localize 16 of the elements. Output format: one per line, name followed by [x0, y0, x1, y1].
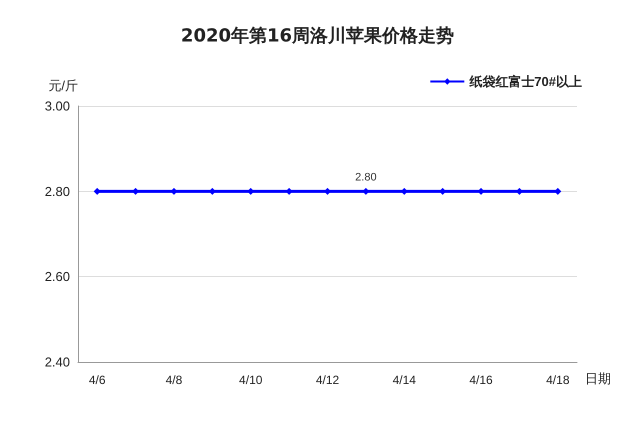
x-tick-label: 4/18: [546, 373, 570, 387]
x-tick-label: 4/10: [239, 373, 263, 387]
y-tick-label: 2.80: [44, 184, 70, 199]
chart-title: 2020年第16周洛川苹果价格走势: [180, 26, 454, 46]
x-axis-title: 日期: [585, 371, 611, 386]
x-tick-label: 4/16: [469, 373, 494, 387]
y-tick-label: 3.00: [44, 98, 70, 114]
legend-label: 纸袋红富士70#以上: [468, 74, 582, 89]
x-tick-label: 4/8: [166, 373, 183, 387]
y-tick-label: 2.60: [44, 269, 70, 284]
y-axis-title: 元/斤: [48, 78, 78, 93]
y-tick-label: 2.40: [44, 354, 70, 370]
x-tick-label: 4/6: [88, 373, 106, 387]
data-label: 2.80: [355, 171, 377, 184]
x-tick-label: 4/14: [392, 373, 416, 387]
x-tick-label: 4/12: [316, 373, 340, 387]
